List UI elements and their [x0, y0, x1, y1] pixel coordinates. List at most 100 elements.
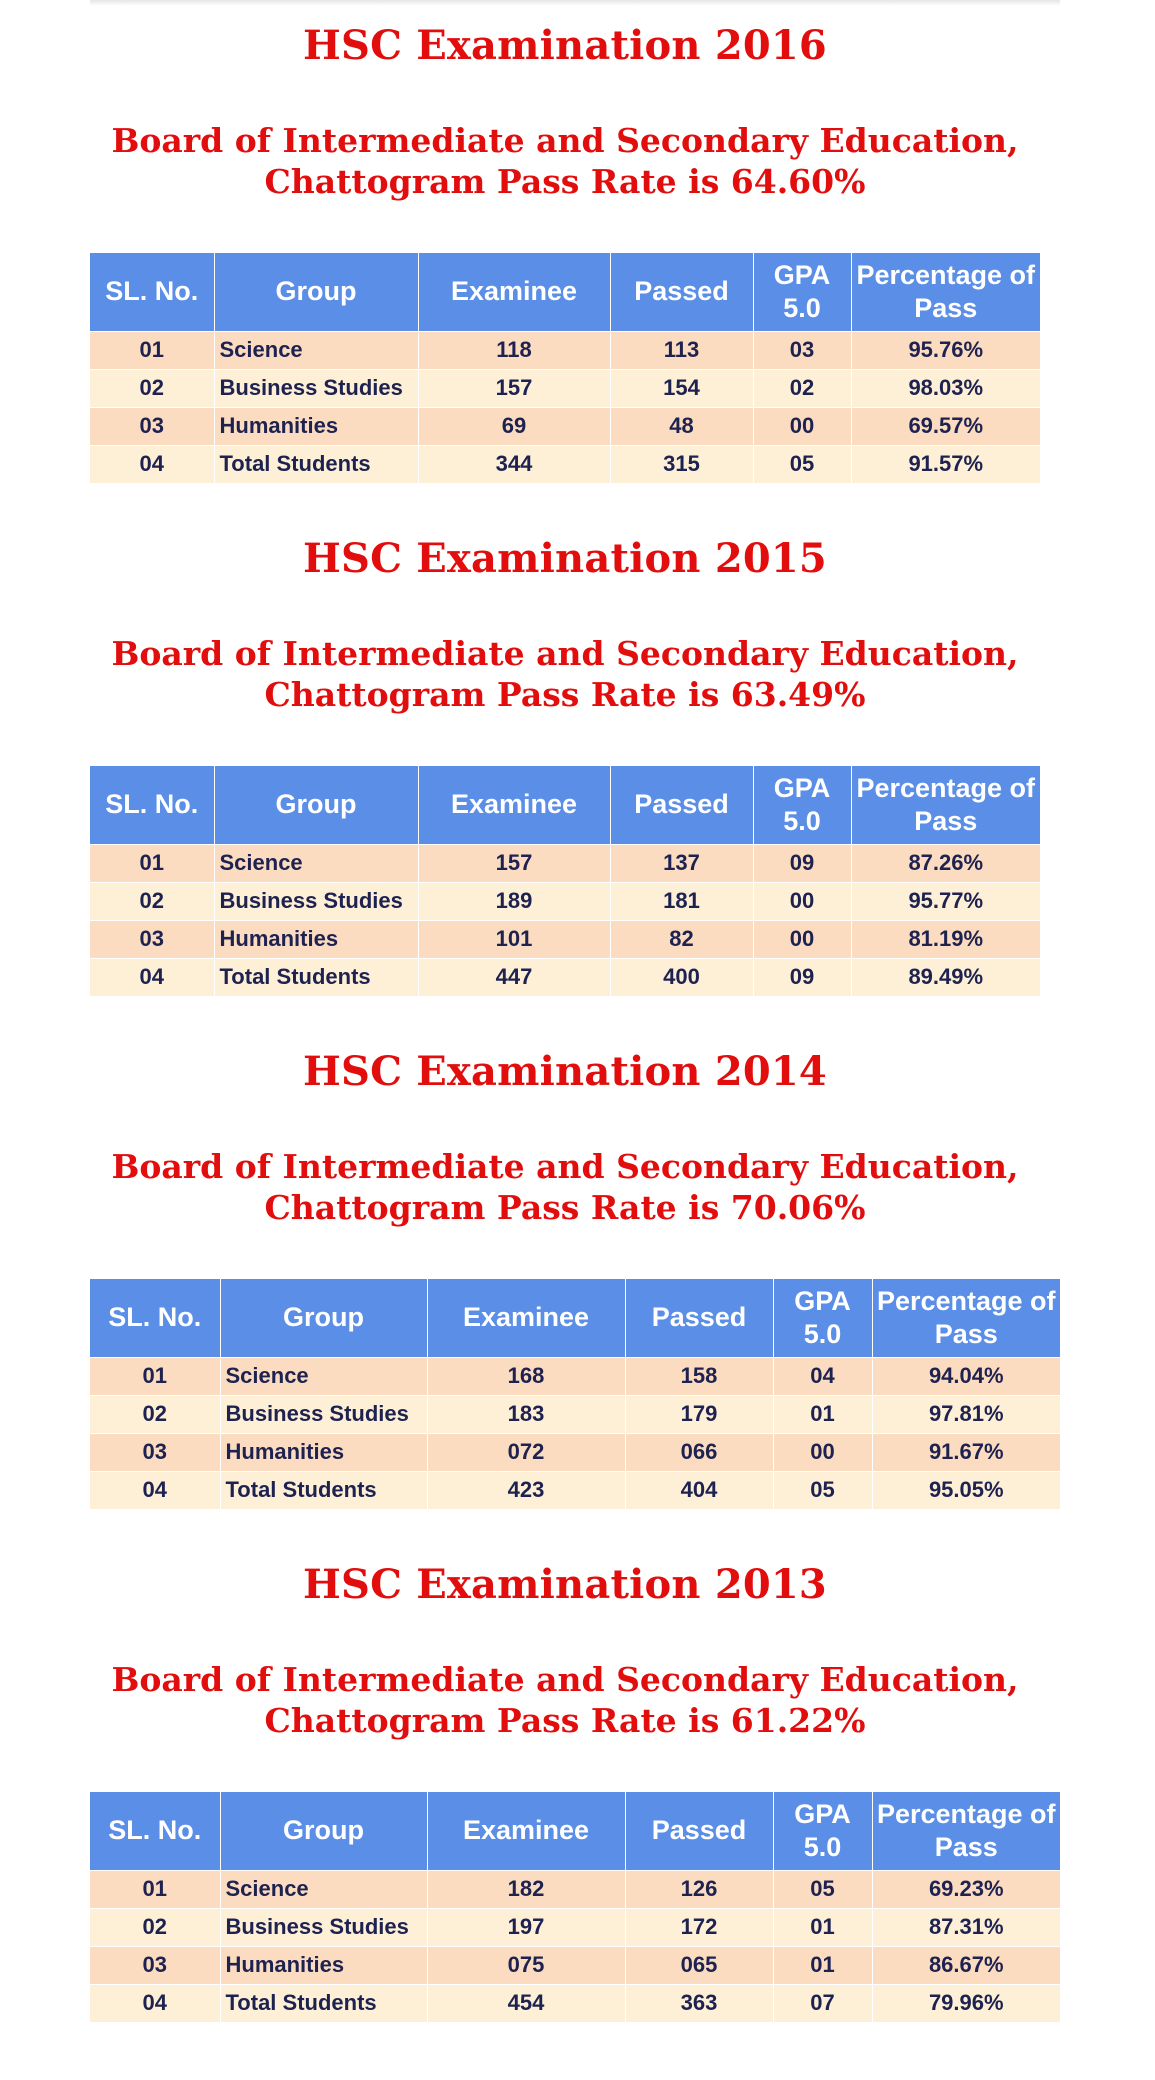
cell-gpa: 05	[753, 444, 852, 483]
header-group: Group	[214, 253, 419, 331]
cell-group: Total Students	[220, 1470, 428, 1509]
cell-percentage: 94.04%	[872, 1356, 1060, 1395]
header-examinee: Examinee	[418, 766, 611, 844]
cell-sl-no: 02	[90, 1907, 221, 1946]
table-row: 03 Humanities 072 066 00 91.67%	[90, 1432, 1060, 1471]
cell-percentage: 91.67%	[872, 1432, 1060, 1471]
board-pass-rate-heading: Board of Intermediate and Secondary Educ…	[0, 120, 1130, 202]
board-pass-rate-heading: Board of Intermediate and Secondary Educ…	[0, 1146, 1130, 1228]
cell-passed: 137	[610, 843, 754, 882]
header-gpa: GPA 5.0	[753, 253, 852, 331]
table-row: 04 Total Students 454 363 07 79.96%	[90, 1983, 1060, 2022]
cell-group: Business Studies	[220, 1394, 428, 1433]
cell-sl-no: 02	[90, 881, 215, 920]
cell-gpa: 05	[773, 1470, 873, 1509]
cell-percentage: 95.76%	[851, 330, 1040, 369]
cell-percentage: 87.26%	[851, 843, 1040, 882]
header-gpa: GPA 5.0	[753, 766, 852, 844]
table-header-row: SL. No. Group Examinee Passed GPA 5.0 Pe…	[90, 253, 1040, 331]
table-row: 02 Business Studies 197 172 01 87.31%	[90, 1907, 1060, 1946]
board-line-2: Chattogram Pass Rate is 63.49%	[264, 675, 866, 714]
cell-examinee: 075	[427, 1945, 626, 1984]
cell-passed: 48	[610, 406, 754, 445]
table-row: 01 Science 118 113 03 95.76%	[90, 330, 1040, 369]
table-row: 02 Business Studies 189 181 00 95.77%	[90, 881, 1040, 920]
cell-passed: 126	[625, 1869, 774, 1908]
cell-sl-no: 01	[90, 843, 215, 882]
cell-percentage: 98.03%	[851, 368, 1040, 407]
cell-gpa: 02	[753, 368, 852, 407]
header-percentage: Percentage of Pass	[872, 1279, 1060, 1357]
cell-gpa: 00	[753, 919, 852, 958]
cell-examinee: 157	[418, 843, 611, 882]
header-sl-no: SL. No.	[90, 253, 215, 331]
cell-examinee: 189	[418, 881, 611, 920]
exam-title: HSC Examination 2013	[303, 1561, 827, 1608]
board-line-1: Board of Intermediate and Secondary Educ…	[111, 1660, 1019, 1699]
cell-examinee: 101	[418, 919, 611, 958]
cell-group: Humanities	[214, 406, 419, 445]
cell-percentage: 69.23%	[872, 1869, 1060, 1908]
cell-examinee: 157	[418, 368, 611, 407]
header-examinee: Examinee	[427, 1279, 626, 1357]
cell-passed: 065	[625, 1945, 774, 1984]
table-row: 02 Business Studies 183 179 01 97.81%	[90, 1394, 1060, 1433]
header-sl-no: SL. No.	[90, 1792, 221, 1870]
cell-group: Science	[220, 1356, 428, 1395]
board-line-2: Chattogram Pass Rate is 61.22%	[264, 1701, 866, 1740]
results-table: SL. No. Group Examinee Passed GPA 5.0 Pe…	[90, 1792, 1060, 2022]
header-examinee: Examinee	[418, 253, 611, 331]
header-percentage: Percentage of Pass	[872, 1792, 1060, 1870]
cell-gpa: 00	[753, 406, 852, 445]
exam-title: HSC Examination 2014	[303, 1048, 827, 1095]
header-examinee: Examinee	[427, 1792, 626, 1870]
board-line-2: Chattogram Pass Rate is 64.60%	[264, 162, 866, 201]
cell-examinee: 423	[427, 1470, 626, 1509]
cell-examinee: 197	[427, 1907, 626, 1946]
cell-gpa: 03	[753, 330, 852, 369]
board-pass-rate-heading: Board of Intermediate and Secondary Educ…	[0, 1659, 1130, 1741]
header-percentage: Percentage of Pass	[851, 766, 1040, 844]
board-line-1: Board of Intermediate and Secondary Educ…	[111, 634, 1019, 673]
cell-examinee: 454	[427, 1983, 626, 2022]
cell-examinee: 072	[427, 1432, 626, 1471]
header-gpa: GPA 5.0	[773, 1279, 873, 1357]
cell-passed: 113	[610, 330, 754, 369]
table-row: 04 Total Students 447 400 09 89.49%	[90, 957, 1040, 996]
cell-group: Business Studies	[214, 368, 419, 407]
cell-gpa: 00	[753, 881, 852, 920]
cell-percentage: 95.05%	[872, 1470, 1060, 1509]
cell-sl-no: 04	[90, 444, 215, 483]
cell-percentage: 86.67%	[872, 1945, 1060, 1984]
cell-sl-no: 04	[90, 957, 215, 996]
cell-percentage: 97.81%	[872, 1394, 1060, 1433]
cell-group: Science	[220, 1869, 428, 1908]
header-passed: Passed	[610, 253, 754, 331]
header-group: Group	[220, 1792, 428, 1870]
table-row: 01 Science 168 158 04 94.04%	[90, 1356, 1060, 1395]
table-row: 03 Humanities 101 82 00 81.19%	[90, 919, 1040, 958]
board-line-2: Chattogram Pass Rate is 70.06%	[264, 1188, 866, 1227]
cell-group: Business Studies	[220, 1907, 428, 1946]
cell-group: Business Studies	[214, 881, 419, 920]
cell-sl-no: 03	[90, 919, 215, 958]
exam-title: HSC Examination 2015	[303, 535, 827, 582]
cell-gpa: 01	[773, 1945, 873, 1984]
table-header-row: SL. No. Group Examinee Passed GPA 5.0 Pe…	[90, 1792, 1060, 1870]
cell-sl-no: 02	[90, 368, 215, 407]
header-passed: Passed	[625, 1792, 774, 1870]
cell-examinee: 69	[418, 406, 611, 445]
table-header-row: SL. No. Group Examinee Passed GPA 5.0 Pe…	[90, 766, 1040, 844]
cell-percentage: 87.31%	[872, 1907, 1060, 1946]
cell-percentage: 79.96%	[872, 1983, 1060, 2022]
cell-sl-no: 04	[90, 1470, 221, 1509]
cell-group: Total Students	[220, 1983, 428, 2022]
cell-examinee: 344	[418, 444, 611, 483]
cell-examinee: 118	[418, 330, 611, 369]
cell-sl-no: 03	[90, 406, 215, 445]
cell-gpa: 05	[773, 1869, 873, 1908]
cell-sl-no: 01	[90, 1869, 221, 1908]
cell-passed: 158	[625, 1356, 774, 1395]
cell-group: Total Students	[214, 957, 419, 996]
cell-gpa: 01	[773, 1907, 873, 1946]
